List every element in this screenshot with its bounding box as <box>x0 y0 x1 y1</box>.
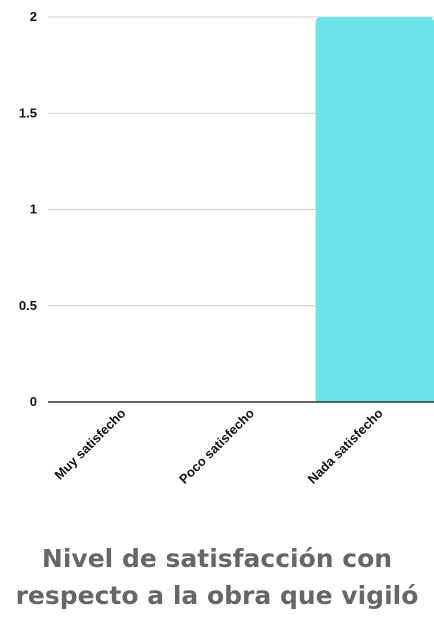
y-tick-label: 0 <box>30 394 37 409</box>
bar <box>315 17 434 402</box>
y-tick-label: 1.5 <box>19 105 37 120</box>
x-category-label: Nada satisfecho <box>305 405 386 486</box>
chart-title: Nivel de satisfacción con respecto a la … <box>15 544 419 610</box>
y-tick-label: 1 <box>30 202 37 217</box>
x-axis-labels: Muy satisfecho Poco satisfecho Nada satisf… <box>51 405 385 486</box>
y-tick-label: 2 <box>30 9 37 24</box>
bar-chart: 0 0.5 1 1.5 2 Muy satisfecho Poco satisfecho N… <box>19 9 434 487</box>
x-category-label: Muy satisfecho <box>51 405 128 482</box>
y-tick-label: 0.5 <box>19 298 37 313</box>
y-axis-ticks: 0 0.5 1 1.5 2 <box>19 9 37 409</box>
bars <box>315 17 434 402</box>
x-category-label: Poco satisfecho <box>176 405 257 486</box>
